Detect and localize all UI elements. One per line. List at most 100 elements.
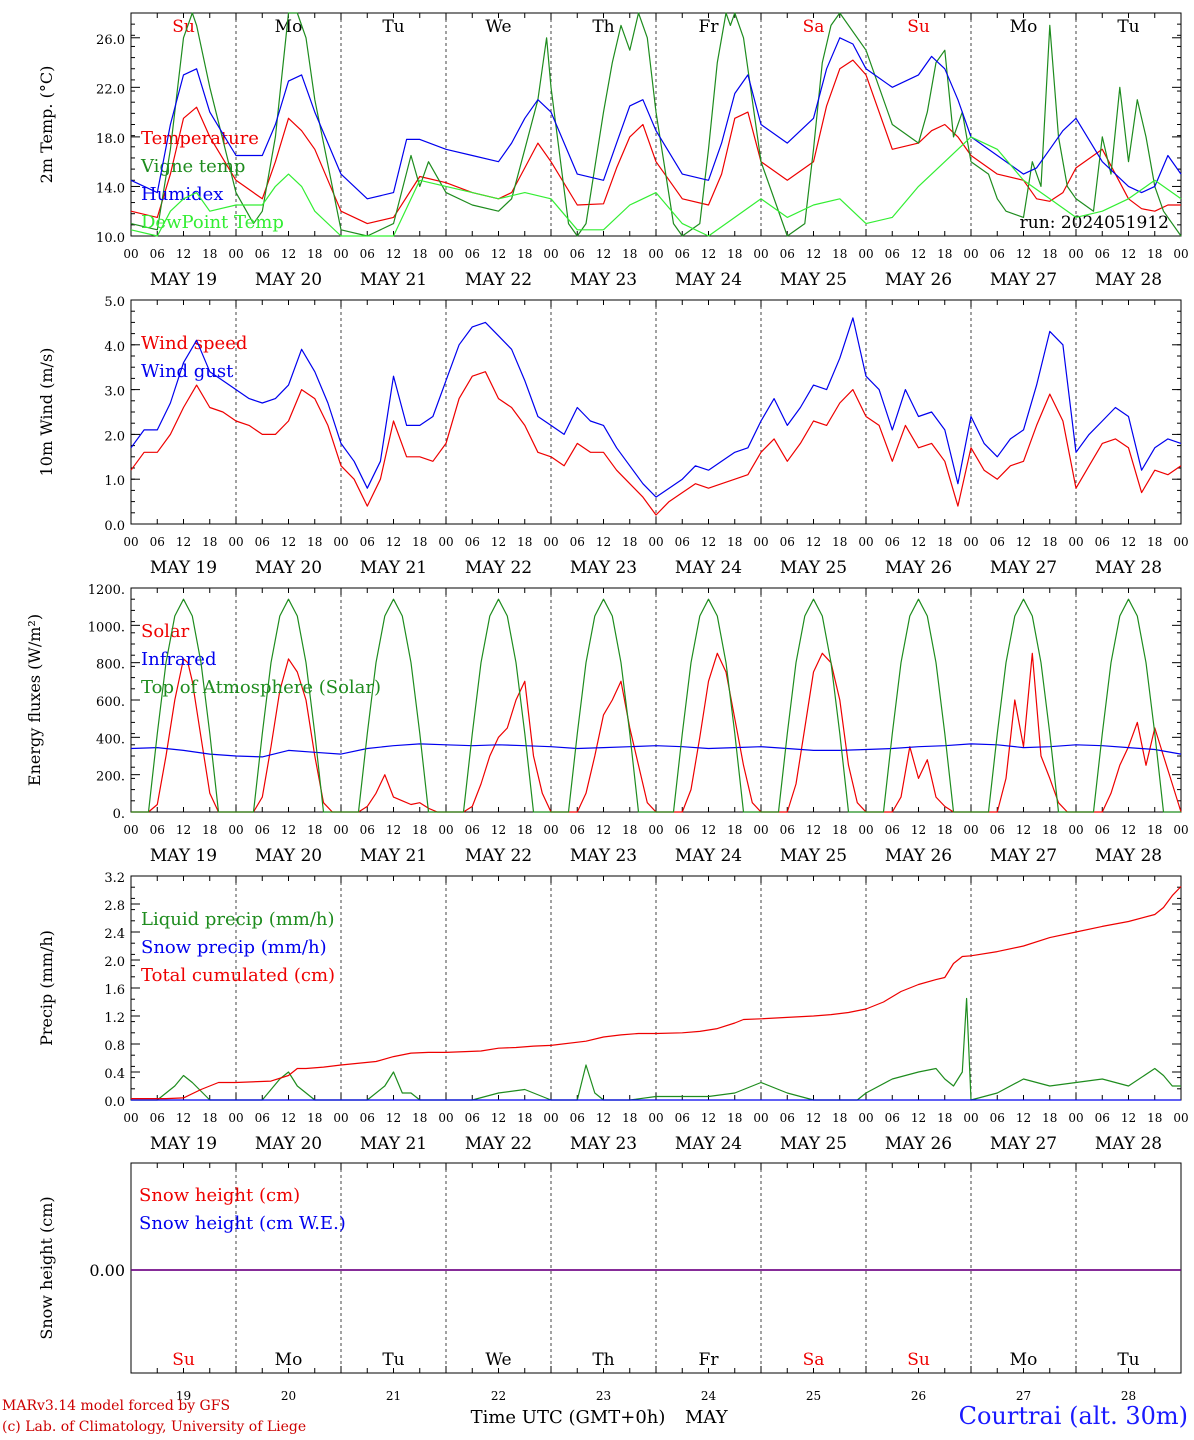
hour-tick-label: 18 [202, 247, 217, 261]
hour-tick-label: 12 [1121, 823, 1136, 837]
day-number-label: 23 [596, 1389, 611, 1403]
hour-tick-label: 00 [123, 1111, 138, 1125]
panel-frame-2 [130, 299, 1182, 525]
hour-tick-label: 00 [648, 823, 663, 837]
hour-tick-label: 06 [780, 535, 795, 549]
hour-tick-label: 06 [780, 247, 795, 261]
day-of-week-label: Th [592, 17, 614, 37]
y-tick-label: 800. [96, 658, 125, 673]
y-tick-label: 3.0 [104, 385, 125, 400]
hour-tick-label: 00 [543, 535, 558, 549]
hour-tick-label: 06 [465, 1111, 480, 1125]
date-label: MAY 22 [465, 270, 532, 290]
hour-tick-label: 00 [543, 247, 558, 261]
hour-tick-label: 06 [255, 1111, 270, 1125]
hour-tick-label: 12 [911, 1111, 926, 1125]
date-label: MAY 21 [360, 1134, 427, 1154]
date-label: MAY 22 [465, 558, 532, 578]
hour-tick-label: 12 [281, 247, 296, 261]
hour-tick-label: 18 [937, 1111, 952, 1125]
hour-tick-label: 12 [491, 823, 506, 837]
date-label: MAY 28 [1095, 846, 1162, 866]
date-label: MAY 24 [675, 270, 742, 290]
hour-tick-label: 18 [517, 1111, 532, 1125]
date-label: MAY 20 [255, 270, 322, 290]
hour-tick-label: 06 [570, 247, 585, 261]
y-axis-label: 2m Temp. (°C) [37, 66, 56, 184]
hour-tick-label: 18 [307, 247, 322, 261]
panel-frame-1 [130, 12, 1182, 237]
hour-tick-label: 18 [1042, 1111, 1057, 1125]
hour-tick-label: 12 [386, 535, 401, 549]
hour-tick-label: 12 [806, 823, 821, 837]
legend-entry: DewPoint Temp [141, 212, 284, 233]
hour-tick-label: 12 [1016, 1111, 1031, 1125]
hour-tick-label: 00 [963, 1111, 978, 1125]
hour-tick-label: 12 [1016, 535, 1031, 549]
legend-entry: Snow precip (mm/h) [141, 937, 327, 958]
y-tick-label: 18.0 [96, 132, 125, 147]
date-label: MAY 25 [780, 846, 847, 866]
date-label: MAY 23 [570, 846, 637, 866]
hour-tick-label: 12 [176, 247, 191, 261]
hour-tick-label: 06 [150, 1111, 165, 1125]
hour-tick-label: 00 [438, 535, 453, 549]
series-line-infrared [130, 743, 1182, 758]
hour-tick-label: 12 [281, 823, 296, 837]
hour-tick-label: 12 [281, 535, 296, 549]
hour-tick-label: 00 [228, 247, 243, 261]
hour-tick-label: 18 [727, 1111, 742, 1125]
y-axis-label: Snow height (cm) [37, 1196, 56, 1339]
hour-tick-label: 00 [963, 247, 978, 261]
y-tick-label: 0. [113, 807, 125, 822]
day-of-week-label: Fr [699, 1350, 720, 1370]
hour-tick-label: 12 [386, 1111, 401, 1125]
legend-entry: Total cumulated (cm) [141, 965, 335, 986]
y-tick-label: 600. [96, 695, 125, 710]
hour-tick-label: 12 [701, 535, 716, 549]
day-number-label: 28 [1121, 1389, 1136, 1403]
day-number-label: 19 [176, 1389, 191, 1403]
hour-tick-label: 12 [1121, 1111, 1136, 1125]
hour-tick-label: 00 [123, 535, 138, 549]
hour-tick-label: 00 [858, 1111, 873, 1125]
y-tick-label: 14.0 [96, 181, 125, 196]
y-axis-label: Energy fluxes (W/m²) [25, 614, 44, 786]
hour-tick-label: 06 [990, 1111, 1005, 1125]
date-label: MAY 28 [1095, 558, 1162, 578]
hour-tick-label: 18 [412, 1111, 427, 1125]
hour-tick-label: 06 [675, 247, 690, 261]
y-tick-label: 3.2 [104, 871, 125, 886]
hour-tick-label: 06 [1095, 247, 1110, 261]
day-of-week-label: Tu [382, 17, 404, 37]
hour-tick-label: 18 [622, 823, 637, 837]
date-label: MAY 26 [885, 270, 952, 290]
hour-tick-label: 00 [753, 823, 768, 837]
hour-tick-label: 06 [255, 535, 270, 549]
hour-tick-label: 12 [701, 823, 716, 837]
hour-tick-label: 00 [858, 823, 873, 837]
hour-tick-label: 12 [281, 1111, 296, 1125]
y-tick-label: 1.0 [104, 474, 125, 489]
date-label: MAY 27 [990, 846, 1057, 866]
hour-tick-label: 18 [202, 535, 217, 549]
hour-tick-label: 12 [176, 1111, 191, 1125]
y-tick-label: 0.4 [104, 1067, 125, 1082]
y-tick-label: 2.4 [104, 927, 125, 942]
hour-tick-label: 12 [1121, 247, 1136, 261]
y-tick-label: 2.0 [104, 955, 125, 970]
hour-tick-label: 18 [412, 823, 427, 837]
date-label: MAY 21 [360, 846, 427, 866]
day-of-week-label: Mo [1010, 17, 1038, 37]
hour-tick-label: 00 [333, 823, 348, 837]
hour-tick-label: 06 [1095, 535, 1110, 549]
hour-tick-label: 12 [176, 535, 191, 549]
hour-tick-label: 06 [360, 247, 375, 261]
hour-tick-label: 06 [990, 823, 1005, 837]
hour-tick-label: 12 [806, 247, 821, 261]
hour-tick-label: 00 [333, 247, 348, 261]
hour-tick-label: 06 [465, 535, 480, 549]
hour-tick-label: 18 [1042, 823, 1057, 837]
hour-tick-label: 06 [255, 823, 270, 837]
panel-frame-3 [130, 587, 1182, 813]
